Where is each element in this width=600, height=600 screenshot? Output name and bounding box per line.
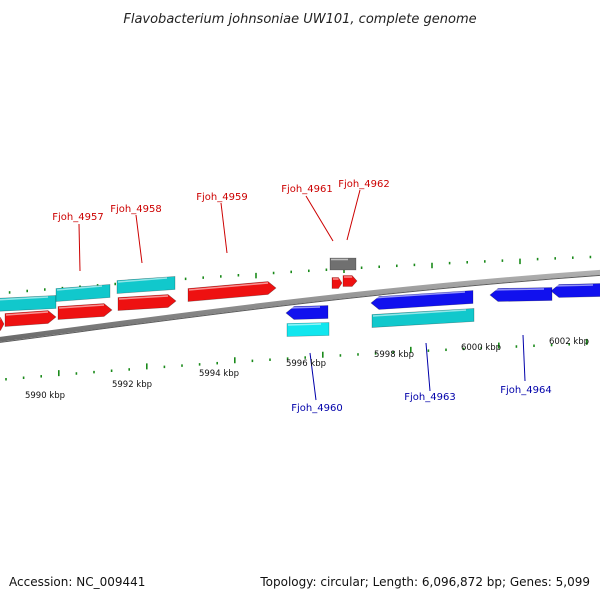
gene-callouts	[78, 189, 526, 401]
other-feature[interactable]	[329, 257, 357, 271]
gene-label-fjoh-4963[interactable]: Fjoh_4963	[404, 392, 455, 403]
map-title: Flavobacterium johnsoniae UW101, complet…	[123, 12, 476, 27]
scale-label-5994: 5994 kbp	[199, 369, 239, 379]
scale-label-5996: 5996 kbp	[286, 359, 326, 369]
gene-feature-partial-right[interactable]	[550, 283, 600, 298]
gene-feature-partial-right-highlight	[551, 284, 594, 287]
gene-label-fjoh-4959[interactable]: Fjoh_4959	[196, 192, 247, 203]
scale-label-5990: 5990 kbp	[25, 391, 65, 401]
rna-feature-2-highlight	[56, 285, 103, 291]
gene-feature-fjoh-4957-highlight	[58, 304, 105, 309]
gene-label-fjoh-4961[interactable]: Fjoh_4961	[281, 184, 332, 195]
genome-backbone	[0, 269, 600, 342]
gene-feature-forward-highlight	[5, 311, 49, 316]
callout-line-fjoh-4959	[220, 202, 228, 254]
gene-feature-fjoh-4960-highlight	[286, 306, 321, 309]
gene-label-fjoh-4964[interactable]: Fjoh_4964	[500, 385, 551, 396]
scale-label-6002: 6002 kbp	[549, 337, 589, 347]
rna-feature-5-highlight	[372, 309, 467, 317]
scale-labels: 5990 kbp 5992 kbp 5994 kbp 5996 kbp 5998…	[25, 337, 589, 401]
gene-feature-fjoh-4958-highlight	[118, 295, 169, 300]
gene-feature-fjoh-4963[interactable]	[370, 290, 474, 310]
callout-line-fjoh-4958	[135, 214, 143, 264]
gene-feature-partial-left[interactable]	[0, 317, 5, 331]
callout-line-fjoh-4961	[305, 195, 334, 242]
tick-rings	[5, 255, 592, 381]
gene-feature-fjoh-4963-highlight	[371, 291, 466, 299]
rna-feature-3-highlight	[117, 277, 168, 283]
gene-label-fjoh-4960[interactable]: Fjoh_4960	[291, 403, 342, 414]
rna-feature-5[interactable]	[371, 308, 475, 328]
gene-labels: Fjoh_4957 Fjoh_4958 Fjoh_4959 Fjoh_4961 …	[52, 179, 551, 414]
rna-feature-4[interactable]	[286, 322, 330, 337]
gene-feature-fjoh-4961[interactable]	[331, 277, 343, 289]
rna-feature-1-highlight	[0, 296, 49, 301]
gene-feature-fjoh-4960[interactable]	[285, 305, 329, 320]
callout-line-fjoh-4960	[309, 352, 317, 401]
gene-label-fjoh-4958[interactable]: Fjoh_4958	[110, 204, 161, 215]
callout-line-fjoh-4962	[346, 189, 361, 241]
accession-text: Accession: NC_009441	[9, 575, 145, 589]
callout-line-fjoh-4964	[522, 334, 526, 382]
gene-label-fjoh-4962[interactable]: Fjoh_4962	[338, 179, 389, 190]
gene-feature-fjoh-4959[interactable]	[187, 281, 277, 302]
callout-line-fjoh-4957	[78, 223, 81, 272]
callout-line-fjoh-4963	[425, 342, 431, 392]
scale-label-6000: 6000 kbp	[461, 343, 501, 353]
genome-backbone-shadow	[0, 274, 600, 343]
gene-feature-fjoh-4964[interactable]	[489, 287, 553, 302]
rna-feature-4-highlight	[287, 323, 322, 326]
scale-label-5998: 5998 kbp	[374, 350, 414, 360]
genome-summary-text: Topology: circular; Length: 6,096,872 bp…	[259, 575, 590, 589]
gene-feature-fjoh-4962[interactable]	[342, 275, 358, 287]
scale-label-5992: 5992 kbp	[112, 380, 152, 390]
gene-feature-fjoh-4959-highlight	[188, 282, 269, 291]
gene-feature-fjoh-4964-highlight	[490, 288, 545, 291]
gene-features	[0, 257, 600, 337]
gene-label-fjoh-4957[interactable]: Fjoh_4957	[52, 212, 103, 223]
